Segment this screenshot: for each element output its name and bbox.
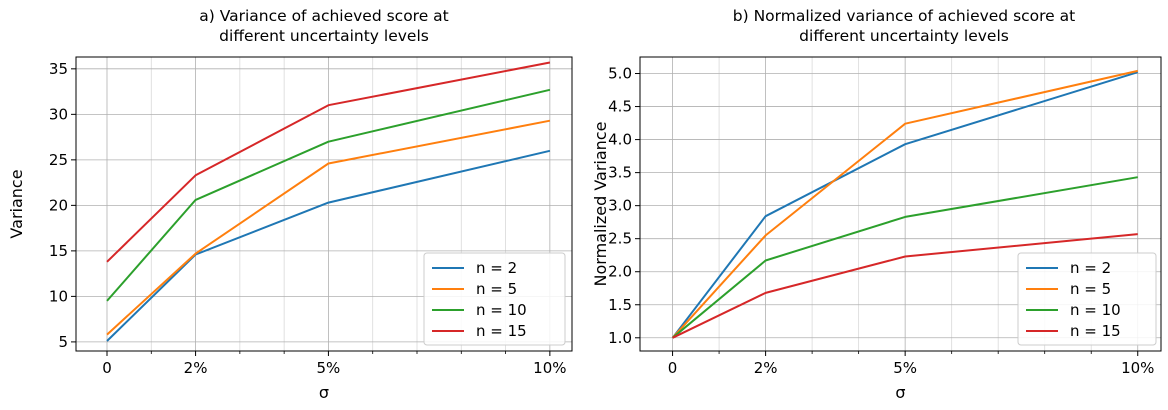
legend-entry: n = 15 [476, 322, 527, 340]
x-axis-label: σ [319, 383, 329, 402]
y-tick-label: 1.5 [608, 296, 632, 314]
chart-title-line-1: a) Variance of achieved score at [199, 7, 449, 25]
x-tick-label: 10% [1121, 359, 1154, 377]
series-line-n5 [106, 119, 551, 336]
axes-frame [75, 56, 573, 352]
x-tick-label: 5% [893, 359, 917, 377]
legend-entry: n = 2 [476, 259, 517, 277]
legend-entry: n = 2 [1070, 259, 1111, 277]
legend-entry: n = 10 [1070, 301, 1121, 319]
y-tick-label: 3.0 [608, 197, 632, 215]
y-tick-label: 25 [49, 151, 68, 169]
series-line-n10 [671, 176, 1138, 339]
chart-plot-area: 0 2% 5% 10% 1.0 1.5 2.0 2.5 3.0 3.5 4.0 4.5 5.0 σ Norm… [591, 56, 1162, 402]
x-tick-label: 0 [102, 359, 112, 377]
series-line-n10 [106, 88, 551, 302]
legend: n = 2 n = 5 n = 10 n = 15 [423, 252, 566, 346]
series-line-n2 [106, 149, 551, 342]
y-tick-label: 30 [49, 105, 68, 123]
x-tick-label: 10% [533, 359, 566, 377]
y-tick-label: 35 [49, 60, 68, 78]
x-axis-label: σ [895, 383, 905, 402]
y-axis-label: Variance [7, 169, 26, 238]
y-tick-label: 20 [49, 196, 68, 214]
legend-entry: n = 10 [476, 301, 527, 319]
legend-box [1017, 252, 1157, 346]
legend: n = 2 n = 5 n = 10 n = 15 [1017, 252, 1157, 346]
x-tick-label: 5% [317, 359, 341, 377]
axes-frame [639, 56, 1162, 352]
chart-title-line-2: different uncertainty levels [799, 27, 1009, 45]
y-tick-label: 3.5 [608, 164, 632, 182]
y-tick-label: 1.0 [608, 329, 632, 347]
x-tick-label: 2% [184, 359, 208, 377]
legend-entry: n = 5 [476, 280, 517, 298]
legend-box [423, 252, 566, 346]
chart-plot-area: 0 2% 5% 10% 5 10 15 20 25 30 35 σ Variance n = 2 n = 5… [7, 56, 573, 402]
chart-variance: a) Variance of achieved score at differe… [7, 7, 573, 402]
y-tick-label: 5 [58, 333, 68, 351]
legend-entry: n = 5 [1070, 280, 1111, 298]
chart-title-line-1: b) Normalized variance of achieved score… [732, 7, 1076, 25]
y-tick-label: 4.5 [608, 98, 632, 116]
x-tick-label: 0 [668, 359, 678, 377]
x-tick-label: 2% [754, 359, 778, 377]
y-tick-label: 10 [49, 287, 68, 305]
chart-title-line-2: different uncertainty levels [219, 27, 429, 45]
y-axis-label: Normalized Variance [591, 122, 610, 287]
y-tick-label: 2.5 [608, 230, 632, 248]
y-tick-label: 5.0 [608, 65, 632, 83]
chart-normalized-variance: b) Normalized variance of achieved score… [584, 0, 1168, 410]
legend-entry: n = 15 [1070, 322, 1121, 340]
y-tick-label: 2.0 [608, 263, 632, 281]
series-line-n15 [106, 61, 551, 263]
series-line-n5 [671, 69, 1138, 339]
series-line-n15 [672, 233, 1138, 339]
y-tick-label: 15 [49, 242, 68, 260]
y-tick-label: 4.0 [608, 131, 632, 149]
